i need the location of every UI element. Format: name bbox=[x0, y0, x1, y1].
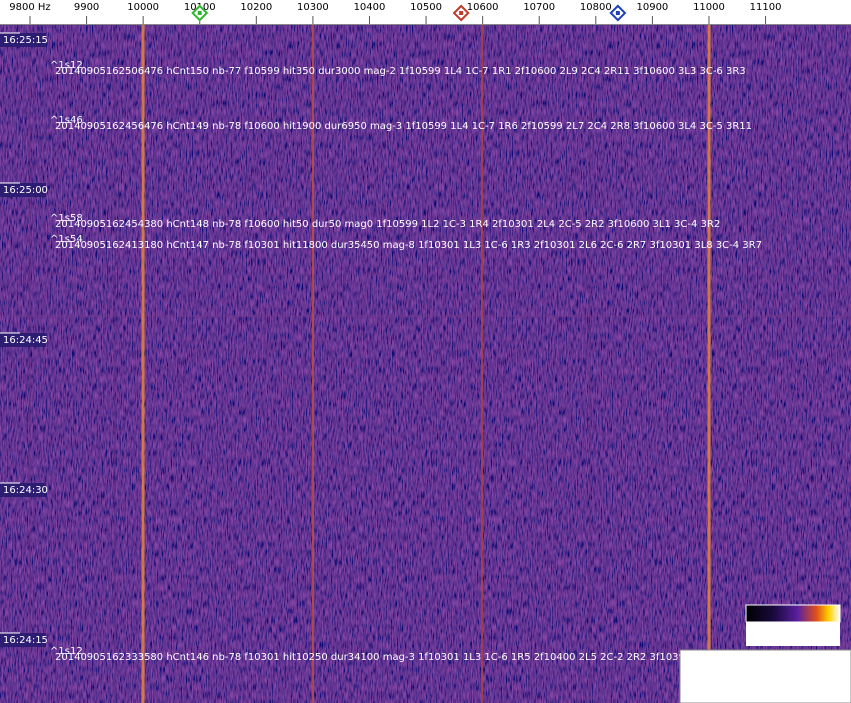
tick-label: 10800 bbox=[580, 2, 612, 13]
info-box bbox=[679, 649, 851, 703]
annotation-tag: ^1s54 bbox=[50, 234, 83, 245]
time-label-bg bbox=[0, 483, 46, 497]
tick-label: 10500 bbox=[410, 2, 442, 13]
time-label: 16:24:15 bbox=[3, 635, 48, 646]
time-label: 16:24:45 bbox=[3, 335, 48, 346]
colorbar-labels-bg bbox=[746, 622, 840, 646]
tick-label: 10000 bbox=[127, 2, 159, 13]
marker-core bbox=[197, 11, 202, 15]
annotation: 20140905162454380 hCnt148 nb-78 f10600 h… bbox=[55, 219, 720, 230]
annotation: 20140905162506476 hCnt150 nb-77 f10599 h… bbox=[55, 66, 746, 77]
annotation-tag: ^1s12 bbox=[50, 60, 83, 71]
time-label: 16:25:15 bbox=[3, 35, 48, 46]
annotation: 20140905162456476 hCnt149 nb-78 f10600 h… bbox=[55, 121, 752, 132]
time-label: 16:24:30 bbox=[3, 485, 48, 496]
marker-core bbox=[615, 11, 620, 15]
time-label-bg bbox=[0, 333, 46, 347]
time-label-bg bbox=[0, 633, 46, 647]
tick-label: 9800 Hz bbox=[9, 2, 50, 13]
tick-label: 10300 bbox=[297, 2, 329, 13]
tick-label: 9900 bbox=[74, 2, 99, 13]
tick-label: 10600 bbox=[467, 2, 499, 13]
annotation-tag: ^1s12 bbox=[50, 646, 83, 657]
colorbar bbox=[745, 604, 841, 623]
annotation-tag: ^1s46 bbox=[50, 115, 83, 126]
tick-label: 11100 bbox=[750, 2, 782, 13]
tick-label: 10200 bbox=[240, 2, 272, 13]
time-label: 16:25:00 bbox=[3, 185, 48, 196]
annotation-tag: ^1s58 bbox=[50, 213, 83, 224]
tick-label: 10400 bbox=[354, 2, 386, 13]
time-label-bg bbox=[0, 33, 46, 47]
tick-label: 11000 bbox=[693, 2, 725, 13]
time-label-bg bbox=[0, 183, 46, 197]
annotation: 20140905162333580 hCnt146 nb-78 f10301 h… bbox=[55, 652, 713, 663]
tick-label: 10900 bbox=[636, 2, 668, 13]
marker-core bbox=[459, 11, 464, 15]
annotation: 20140905162413180 hCnt147 nb-78 f10301 h… bbox=[55, 240, 762, 251]
tick-label: 10700 bbox=[523, 2, 555, 13]
